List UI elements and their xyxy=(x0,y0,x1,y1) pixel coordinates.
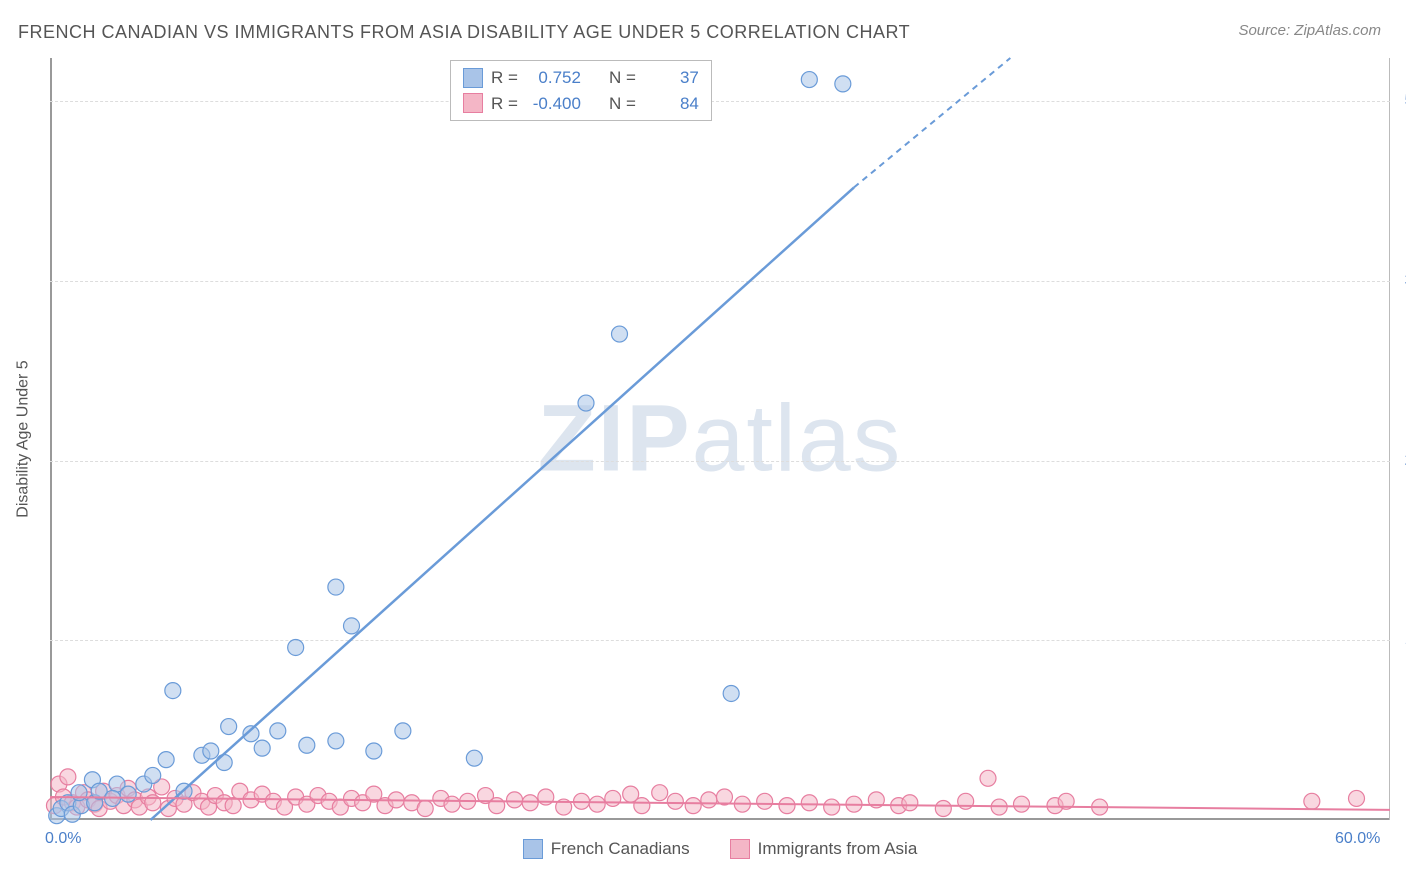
r-value: -0.400 xyxy=(526,91,581,117)
data-point xyxy=(605,790,621,806)
n-label: N = xyxy=(609,65,636,91)
data-point xyxy=(578,395,594,411)
data-point xyxy=(835,76,851,92)
y-axis-label: Disability Age Under 5 xyxy=(15,360,33,517)
legend-label: French Canadians xyxy=(551,839,690,859)
swatch-icon xyxy=(523,839,543,859)
data-point xyxy=(225,798,241,814)
data-point xyxy=(466,750,482,766)
data-point xyxy=(779,798,795,814)
data-point xyxy=(980,770,996,786)
data-point xyxy=(824,799,840,815)
data-point xyxy=(120,786,136,802)
data-point xyxy=(417,800,433,816)
correlation-legend: R = 0.752 N = 37 R = -0.400 N = 84 xyxy=(450,60,712,121)
data-point xyxy=(254,740,270,756)
data-point xyxy=(216,754,232,770)
swatch-icon xyxy=(463,93,483,113)
plot-svg xyxy=(50,58,1390,820)
data-point xyxy=(444,796,460,812)
swatch-icon xyxy=(730,839,750,859)
n-value: 84 xyxy=(644,91,699,117)
data-point xyxy=(328,733,344,749)
data-point xyxy=(902,795,918,811)
data-point xyxy=(522,795,538,811)
n-label: N = xyxy=(609,91,636,117)
data-point xyxy=(328,579,344,595)
data-point xyxy=(652,785,668,801)
data-point xyxy=(634,798,650,814)
series-legend: French Canadians Immigrants from Asia xyxy=(50,839,1390,859)
swatch-icon xyxy=(463,68,483,88)
data-point xyxy=(685,798,701,814)
r-label: R = xyxy=(491,65,518,91)
data-point xyxy=(589,796,605,812)
trend-line-dashed xyxy=(854,58,1010,187)
data-point xyxy=(667,793,683,809)
data-point xyxy=(801,72,817,88)
data-point xyxy=(158,752,174,768)
legend-row: R = 0.752 N = 37 xyxy=(463,65,699,91)
data-point xyxy=(801,795,817,811)
legend-item: French Canadians xyxy=(523,839,690,859)
data-point xyxy=(270,723,286,739)
data-point xyxy=(344,618,360,634)
data-point xyxy=(221,719,237,735)
data-point xyxy=(612,326,628,342)
data-point xyxy=(935,800,951,816)
chart-title: FRENCH CANADIAN VS IMMIGRANTS FROM ASIA … xyxy=(18,22,910,43)
data-point xyxy=(1304,793,1320,809)
data-point xyxy=(145,767,161,783)
data-point xyxy=(299,737,315,753)
n-value: 37 xyxy=(644,65,699,91)
r-label: R = xyxy=(491,91,518,117)
data-point xyxy=(723,685,739,701)
trend-line xyxy=(151,187,855,820)
chart-area: ZIPatlas 12.5%25.0%37.5%50.0% 0.0%60.0% … xyxy=(50,58,1390,820)
data-point xyxy=(165,683,181,699)
data-point xyxy=(507,792,523,808)
data-point xyxy=(958,793,974,809)
data-point xyxy=(60,769,76,785)
r-value: 0.752 xyxy=(526,65,581,91)
data-point xyxy=(288,639,304,655)
data-point xyxy=(1349,790,1365,806)
source-label: Source: ZipAtlas.com xyxy=(1238,22,1381,39)
data-point xyxy=(701,792,717,808)
y-axis-label-wrap: Disability Age Under 5 xyxy=(12,58,36,820)
legend-row: R = -0.400 N = 84 xyxy=(463,91,699,117)
data-point xyxy=(395,723,411,739)
data-point xyxy=(366,743,382,759)
data-point xyxy=(757,793,773,809)
data-point xyxy=(1014,796,1030,812)
data-point xyxy=(489,798,505,814)
data-point xyxy=(203,743,219,759)
legend-item: Immigrants from Asia xyxy=(730,839,918,859)
legend-label: Immigrants from Asia xyxy=(758,839,918,859)
